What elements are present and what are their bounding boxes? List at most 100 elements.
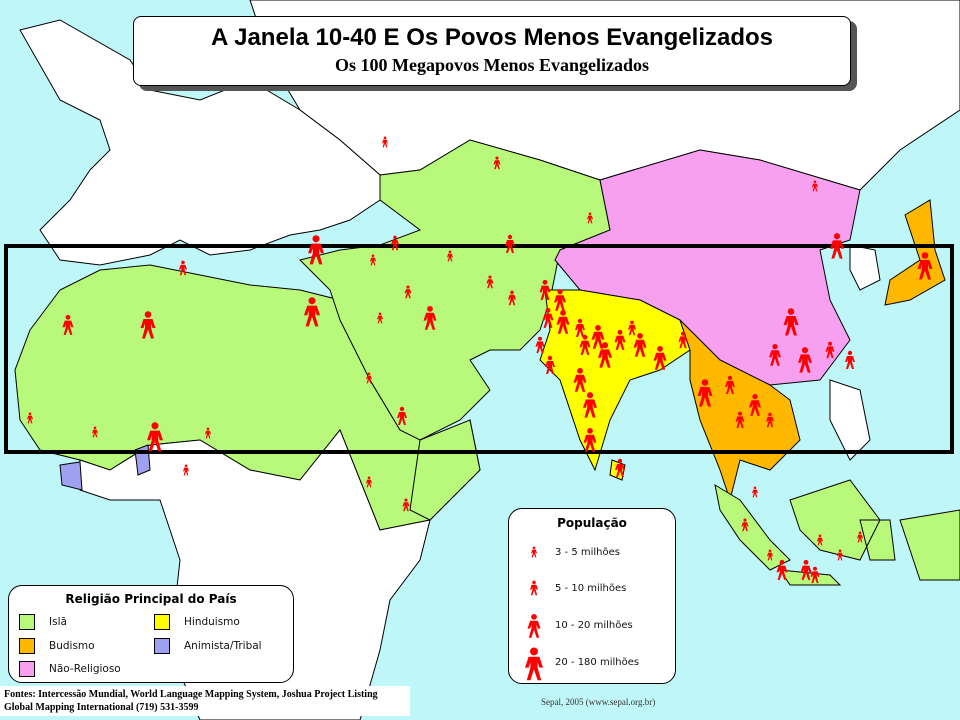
person-icon <box>776 559 788 580</box>
person-icon <box>653 346 667 370</box>
person-icon <box>542 307 554 328</box>
person-icon <box>917 252 933 280</box>
person-icon <box>556 310 570 334</box>
legend-label: 5 - 10 milhões <box>555 583 627 594</box>
person-icon <box>825 341 835 359</box>
person-icon <box>579 334 591 355</box>
person-icon <box>486 275 494 289</box>
person-icon <box>539 279 551 300</box>
person-icon <box>535 336 545 354</box>
population-legend-title: População <box>557 516 627 530</box>
person-icon <box>554 288 566 311</box>
person-icon <box>308 235 324 265</box>
person-icon <box>404 285 412 299</box>
person-icon <box>140 311 156 339</box>
person-icon <box>304 297 320 327</box>
person-icon <box>741 518 749 532</box>
person-icon <box>370 254 376 266</box>
person-icon <box>377 312 383 324</box>
legend-label: Não-Religioso <box>49 663 121 675</box>
person-icon <box>749 393 761 416</box>
person-icon <box>179 260 187 276</box>
person-icon <box>545 355 555 374</box>
legend-label: Animista/Tribal <box>184 640 262 652</box>
person-icon <box>697 379 713 407</box>
person-icon <box>725 375 735 394</box>
person-icon <box>573 368 587 392</box>
person-icon <box>583 392 597 418</box>
sources-text: Fontes: Intercessão Mundial, World Langu… <box>4 689 378 700</box>
credit-text: Sepal, 2005 (www.sepal.org.br) <box>541 697 656 707</box>
person-icon <box>575 318 585 337</box>
person-icon <box>527 614 541 638</box>
person-icon <box>205 427 211 439</box>
person-icon <box>798 347 812 373</box>
person-icon <box>812 180 818 192</box>
page-subtitle: Os 100 Megapovos Menos Evangelizados <box>334 55 649 75</box>
title-box: A Janela 10-40 E Os Povos Menos Evangeli… <box>133 16 851 86</box>
person-icon <box>678 331 688 349</box>
person-icon <box>530 580 538 596</box>
person-icon <box>628 320 636 336</box>
region-europe <box>19 19 381 266</box>
person-icon <box>423 306 437 330</box>
region-korea <box>849 244 881 291</box>
person-icon <box>27 412 33 424</box>
person-icon <box>615 458 625 477</box>
region-animist-2 <box>134 444 151 476</box>
person-icon <box>817 534 823 546</box>
religion-legend: Religião Principal do País Islã Hinduism… <box>8 585 294 683</box>
person-icon <box>366 476 372 488</box>
buddhism-swatch <box>19 638 35 654</box>
person-icon <box>382 136 388 148</box>
publisher-text: Global Mapping International (719) 531-3… <box>4 702 199 713</box>
region-somalia <box>409 419 481 521</box>
person-icon <box>366 372 372 384</box>
person-icon <box>766 412 774 428</box>
person-icon <box>767 549 773 561</box>
region-animist <box>59 461 83 491</box>
islam-swatch <box>19 614 35 630</box>
page-title: A Janela 10-40 E Os Povos Menos Evangeli… <box>211 24 773 51</box>
person-icon <box>830 233 844 259</box>
person-icon <box>525 647 543 681</box>
person-icon <box>447 250 453 262</box>
legend-item-nonreligious: Não-Religioso <box>19 661 121 677</box>
legend-label: 20 - 180 milhões <box>555 657 640 668</box>
legend-item-islam: Islã <box>19 614 67 630</box>
person-icon <box>810 566 820 584</box>
person-icon <box>614 329 626 350</box>
person-icon <box>92 426 98 438</box>
legend-label: Hinduismo <box>184 616 240 628</box>
person-icon <box>183 464 189 476</box>
animist-swatch <box>154 638 170 654</box>
legend-label: 10 - 20 milhões <box>555 620 633 631</box>
person-icon <box>857 531 863 543</box>
person-icon <box>769 343 781 366</box>
region-philippines <box>829 379 871 461</box>
person-icon <box>493 156 501 170</box>
legend-item-animist: Animista/Tribal <box>154 638 262 654</box>
region-indonesia <box>714 479 960 586</box>
person-icon <box>508 290 516 306</box>
person-icon <box>735 411 745 429</box>
person-icon <box>591 325 605 349</box>
legend-label: Budismo <box>49 640 95 652</box>
person-icon <box>391 235 399 251</box>
person-icon <box>598 342 612 368</box>
region-japan <box>884 199 946 306</box>
person-icon <box>62 314 74 335</box>
population-legend: População 3 - 5 milhões 5 - 10 milhões 1… <box>508 508 676 684</box>
nonreligious-swatch <box>19 661 35 677</box>
hinduism-swatch <box>154 614 170 630</box>
person-icon <box>505 234 515 253</box>
legend-label: Islã <box>49 616 67 628</box>
legend-item-buddhism: Budismo <box>19 638 95 654</box>
person-icon <box>531 546 537 558</box>
region-southern-africa <box>79 429 431 720</box>
people-groups <box>27 136 933 584</box>
person-icon <box>583 428 597 452</box>
person-icon <box>587 212 593 224</box>
person-icon <box>845 350 855 369</box>
